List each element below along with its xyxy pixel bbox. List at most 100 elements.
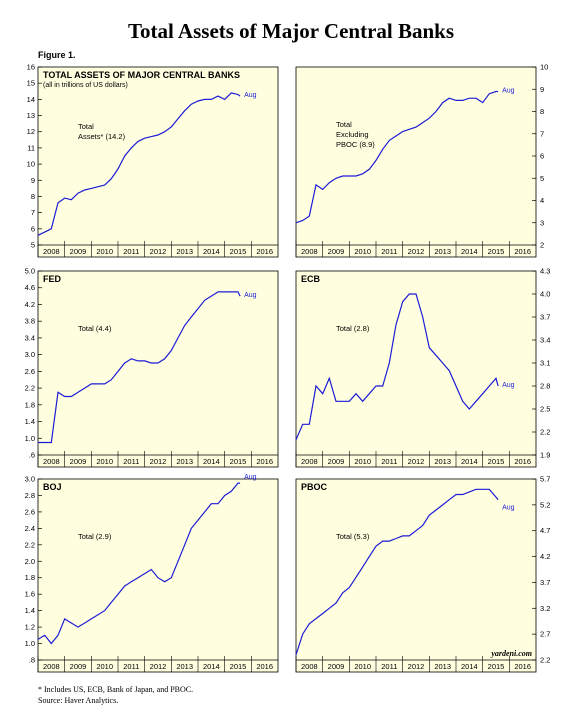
x-tick-label: 2012 xyxy=(408,247,425,256)
end-label: Aug xyxy=(244,92,257,99)
y-tick-label: 2.0 xyxy=(25,557,35,566)
y-tick-label: 3.1 xyxy=(540,359,550,368)
y-tick-label: 2.6 xyxy=(25,367,35,376)
x-tick-label: 2016 xyxy=(514,662,531,671)
y-tick-label: 12 xyxy=(27,127,35,136)
x-tick-label: 2012 xyxy=(408,457,425,466)
x-tick-label: 2012 xyxy=(150,457,167,466)
panel-title: FED xyxy=(43,274,62,284)
y-tick-label: 1.9 xyxy=(540,451,550,460)
y-tick-label: 2.8 xyxy=(25,491,35,500)
plot-area xyxy=(37,66,279,258)
x-tick-label: 2011 xyxy=(381,247,397,256)
x-tick-label: 2013 xyxy=(176,662,193,671)
x-tick-label: 2010 xyxy=(96,457,113,466)
y-tick-label: 4 xyxy=(540,196,544,205)
x-tick-label: 2008 xyxy=(301,247,318,256)
annotation: Total (5.3) xyxy=(336,532,370,541)
y-tick-label: 2 xyxy=(540,241,544,250)
x-tick-label: 2016 xyxy=(514,247,531,256)
x-tick-label: 2012 xyxy=(150,662,167,671)
y-tick-label: 4.2 xyxy=(540,552,550,561)
x-tick-label: 2016 xyxy=(256,457,273,466)
y-tick-label: 13 xyxy=(27,111,35,120)
x-tick-label: 2016 xyxy=(514,457,531,466)
x-tick-label: 2015 xyxy=(230,662,247,671)
annotation: Excluding xyxy=(336,130,369,139)
y-tick-label: 2.6 xyxy=(25,507,35,516)
plot-area xyxy=(37,478,279,673)
x-tick-label: 2009 xyxy=(70,457,87,466)
y-tick-label: 14 xyxy=(27,95,35,104)
y-tick-label: 3.7 xyxy=(540,313,550,322)
data-line xyxy=(37,92,241,236)
y-tick-label: 2.5 xyxy=(540,405,550,414)
y-tick-label: 4.7 xyxy=(540,526,550,535)
credit: yardeni.com xyxy=(490,649,532,658)
y-tick-label: 1.8 xyxy=(25,400,35,409)
y-tick-label: 5.0 xyxy=(25,267,35,276)
y-tick-label: .8 xyxy=(29,656,35,665)
end-label: Aug xyxy=(502,382,515,389)
x-tick-label: 2008 xyxy=(43,662,60,671)
y-tick-label: 1.4 xyxy=(25,417,35,426)
x-tick-label: 2008 xyxy=(301,457,318,466)
panel-title: TOTAL ASSETS OF MAJOR CENTRAL BANKS xyxy=(43,70,240,80)
plot-area xyxy=(295,66,537,258)
x-tick-label: 2014 xyxy=(461,457,478,466)
y-tick-label: 3.4 xyxy=(540,336,550,345)
x-tick-label: 2010 xyxy=(96,662,113,671)
y-tick-label: 8 xyxy=(540,107,544,116)
annotation: Total (2.9) xyxy=(78,532,112,541)
y-tick-label: 7 xyxy=(31,208,35,217)
y-tick-label: 2.8 xyxy=(540,382,550,391)
data-line xyxy=(295,488,499,655)
end-label: Aug xyxy=(502,87,515,94)
y-tick-label: 4.3 xyxy=(540,267,550,276)
x-tick-label: 2008 xyxy=(301,662,318,671)
panel-subtitle: (all in trillions of US dollars) xyxy=(43,82,128,89)
y-tick-label: 4.2 xyxy=(25,300,35,309)
y-tick-label: 1.2 xyxy=(25,623,35,632)
y-tick-label: 6 xyxy=(31,224,35,233)
x-tick-label: 2015 xyxy=(230,457,247,466)
y-tick-label: 1.0 xyxy=(25,639,35,648)
y-tick-label: 16 xyxy=(27,63,35,72)
x-tick-label: 2014 xyxy=(461,662,478,671)
x-tick-label: 2016 xyxy=(256,247,273,256)
y-tick-label: 2.7 xyxy=(540,630,550,639)
y-tick-label: 6 xyxy=(540,152,544,161)
figure-label: Figure 1. xyxy=(38,50,76,60)
y-tick-label: 10 xyxy=(27,160,35,169)
x-tick-label: 2011 xyxy=(381,662,397,671)
annotation: Total (4.4) xyxy=(78,324,112,333)
y-tick-label: 15 xyxy=(27,79,35,88)
y-tick-label: 10 xyxy=(540,63,548,72)
y-tick-label: 1.6 xyxy=(25,590,35,599)
x-tick-label: 2012 xyxy=(150,247,167,256)
x-tick-label: 2013 xyxy=(434,662,451,671)
annotation: Total xyxy=(78,122,94,131)
x-tick-label: 2015 xyxy=(488,247,505,256)
x-tick-label: 2016 xyxy=(256,662,273,671)
page-title: Total Assets of Major Central Banks xyxy=(128,19,454,43)
x-tick-label: 2011 xyxy=(123,457,139,466)
plot-area xyxy=(37,270,279,468)
x-tick-label: 2014 xyxy=(203,457,220,466)
y-tick-label: 5.2 xyxy=(540,500,550,509)
x-tick-label: 2011 xyxy=(381,457,397,466)
x-tick-label: 2014 xyxy=(461,247,478,256)
x-tick-label: 2011 xyxy=(123,662,139,671)
x-tick-label: 2013 xyxy=(434,247,451,256)
panel-title: PBOC xyxy=(301,482,328,492)
plot-area xyxy=(295,270,537,468)
y-tick-label: 9 xyxy=(540,85,544,94)
annotation: PBOC (8.9) xyxy=(336,140,375,149)
x-tick-label: 2008 xyxy=(43,457,60,466)
x-tick-label: 2009 xyxy=(328,457,345,466)
panel-title: BOJ xyxy=(43,482,62,492)
x-tick-label: 2010 xyxy=(354,662,371,671)
y-tick-label: 5 xyxy=(31,241,35,250)
